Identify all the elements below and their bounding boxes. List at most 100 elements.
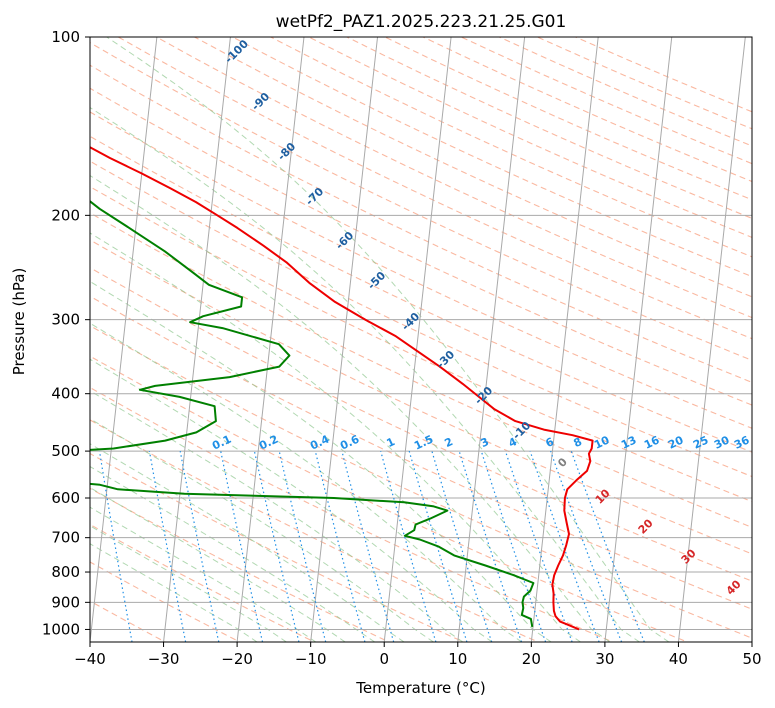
mixing-ratio-label: 1 bbox=[385, 435, 397, 450]
x-tick-label: −20 bbox=[221, 650, 253, 668]
isotherm-label: -30 bbox=[434, 348, 457, 371]
dry-adiabat bbox=[90, 64, 752, 384]
moist-adiabat bbox=[90, 174, 611, 642]
isotherm-label: -20 bbox=[472, 384, 495, 407]
dry-adiabat bbox=[90, 355, 689, 642]
mixing-ratio-label: 36 bbox=[732, 433, 752, 451]
dry-adiabat bbox=[270, 37, 752, 258]
dry-adiabat bbox=[90, 325, 752, 639]
y-tick-label: 300 bbox=[51, 311, 80, 329]
mixing-ratio-line bbox=[529, 450, 600, 642]
mixing-ratio-label: 0.4 bbox=[308, 432, 331, 452]
axes-frame bbox=[89, 36, 753, 643]
mixing-ratio-label: 1.5 bbox=[412, 433, 435, 453]
mixing-ratio-line bbox=[98, 451, 133, 642]
y-tick-label: 900 bbox=[51, 593, 80, 611]
y-tick-label: 700 bbox=[51, 529, 80, 547]
mixing-ratio-line bbox=[431, 450, 493, 642]
mixing-ratio-label: 0.6 bbox=[338, 432, 361, 452]
dry-adiabat bbox=[422, 37, 752, 183]
moist-adiabat bbox=[90, 418, 434, 642]
isotherm-line bbox=[383, 37, 452, 642]
dry-adiabat bbox=[308, 37, 752, 239]
moist-adiabat bbox=[90, 487, 346, 642]
x-tick-label: −30 bbox=[148, 650, 180, 668]
moist-adiabat bbox=[90, 106, 640, 642]
dry-adiabat bbox=[575, 37, 752, 113]
dry-adiabat bbox=[90, 239, 752, 555]
mixing-ratio-label: 16 bbox=[642, 433, 662, 451]
x-tick-label: 30 bbox=[595, 650, 614, 668]
isotherm-line bbox=[90, 37, 158, 642]
isotherm-line bbox=[677, 37, 746, 642]
moist-adiabat bbox=[90, 506, 317, 642]
dry-adiabat bbox=[346, 37, 752, 219]
y-tick-label: 400 bbox=[51, 385, 80, 403]
dry-adiabat-label: 20 bbox=[636, 516, 656, 536]
dry-adiabat bbox=[460, 37, 752, 165]
dry-adiabat bbox=[118, 37, 752, 340]
isotherm-line bbox=[236, 37, 305, 642]
dry-adiabat-label: 40 bbox=[724, 577, 744, 597]
mixing-ratio-label: 0.2 bbox=[257, 433, 280, 453]
x-tick-label: 40 bbox=[669, 650, 688, 668]
temperature-line bbox=[90, 146, 594, 631]
dry-adiabat bbox=[90, 135, 752, 453]
moist-adiabat bbox=[90, 465, 375, 642]
dewpoint-line bbox=[90, 200, 535, 628]
dry-adiabat bbox=[90, 42, 752, 361]
mixing-ratio-line bbox=[504, 450, 573, 642]
dry-adiabat bbox=[90, 212, 752, 528]
mixing-ratio-line bbox=[550, 450, 623, 642]
chart-title: wetPf2_PAZ1.2025.223.21.25.G01 bbox=[276, 12, 567, 32]
x-tick-label: −40 bbox=[74, 650, 106, 668]
x-tick-label: 20 bbox=[522, 650, 541, 668]
mixing-ratio-label: 25 bbox=[691, 433, 710, 451]
mixing-ratio-label: 0.1 bbox=[210, 433, 233, 453]
moist-adiabat bbox=[106, 37, 670, 642]
isotherm-line bbox=[604, 37, 673, 642]
isotherm-line bbox=[457, 37, 526, 642]
moist-adiabat bbox=[90, 543, 258, 642]
dry-adiabat bbox=[90, 295, 752, 610]
mixing-ratio-line bbox=[314, 450, 366, 642]
mixing-ratio-line bbox=[253, 450, 300, 642]
mixing-ratio-label: 10 bbox=[592, 433, 612, 451]
mixing-ratio-line bbox=[480, 450, 547, 642]
mixing-ratio-line bbox=[380, 450, 437, 642]
dry-adiabat bbox=[90, 267, 752, 582]
dry-adiabat bbox=[384, 37, 752, 201]
mixing-ratio-line bbox=[570, 450, 645, 642]
moist-adiabat bbox=[90, 390, 464, 642]
isotherm-line bbox=[310, 37, 379, 642]
dry-adiabat-label: 30 bbox=[679, 546, 699, 566]
y-tick-label: 100 bbox=[51, 28, 80, 46]
moist-adiabat bbox=[90, 443, 405, 642]
isotherm-line bbox=[751, 637, 752, 642]
dry-adiabat bbox=[90, 160, 752, 478]
isotherm-label: -50 bbox=[365, 269, 388, 292]
y-axis-label: Pressure (hPa) bbox=[10, 268, 28, 376]
y-tick-label: 200 bbox=[51, 206, 80, 224]
x-tick-label: 0 bbox=[379, 650, 389, 668]
mixing-ratio-line bbox=[341, 450, 395, 642]
mixing-ratio-line bbox=[148, 450, 187, 642]
moist-adiabat bbox=[90, 280, 552, 642]
mixing-ratio-line bbox=[458, 450, 523, 642]
isotherm-label: -60 bbox=[333, 229, 356, 252]
isotherm-label: -100 bbox=[222, 37, 251, 66]
isotherm-line bbox=[530, 37, 599, 642]
dry-adiabat bbox=[90, 419, 540, 642]
dry-adiabat bbox=[156, 37, 752, 319]
isotherm-label: -70 bbox=[303, 185, 326, 208]
y-tick-label: 1000 bbox=[42, 620, 80, 638]
y-tick-label: 600 bbox=[51, 489, 80, 507]
mixing-ratio-label: 20 bbox=[666, 433, 686, 451]
x-tick-label: −10 bbox=[295, 650, 327, 668]
isotherm-line bbox=[0, 37, 10, 642]
dry-adiabat bbox=[90, 452, 465, 642]
mixing-ratio-label: 2 bbox=[443, 435, 455, 450]
moist-adiabat bbox=[90, 358, 493, 642]
